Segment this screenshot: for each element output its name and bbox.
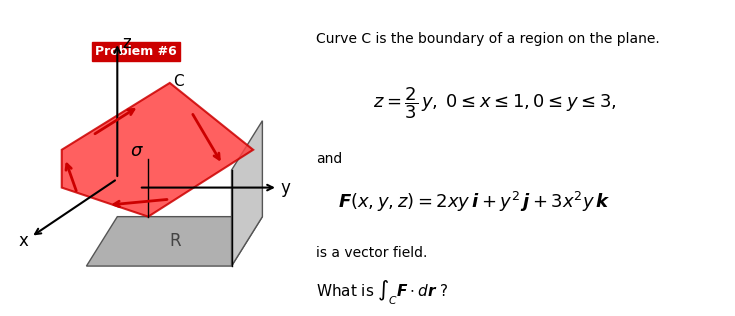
Text: x: x	[18, 232, 29, 250]
Text: Problem #6: Problem #6	[95, 45, 176, 58]
Text: y: y	[281, 179, 291, 198]
Text: $\sigma$: $\sigma$	[129, 142, 143, 160]
Text: Curve C is the boundary of a region on the plane.: Curve C is the boundary of a region on t…	[316, 32, 660, 46]
Text: is a vector field.: is a vector field.	[316, 246, 428, 260]
Polygon shape	[232, 121, 262, 266]
Text: $\boldsymbol{F}(x,y,z) = 2xy\,\boldsymbol{i} + y^2\,\boldsymbol{j} + 3x^2y\,\bol: $\boldsymbol{F}(x,y,z) = 2xy\,\boldsymbo…	[338, 190, 611, 214]
Polygon shape	[87, 217, 262, 266]
Text: R: R	[170, 232, 182, 250]
Polygon shape	[62, 83, 253, 217]
Text: What is $\int_C \boldsymbol{F} \cdot d\boldsymbol{r}$ ?: What is $\int_C \boldsymbol{F} \cdot d\b…	[316, 278, 448, 307]
Text: C: C	[173, 74, 184, 89]
Text: z: z	[122, 34, 131, 52]
Text: and: and	[316, 152, 343, 166]
Text: $z = \dfrac{2}{3}\, y,\; 0 \leq x \leq 1, 0 \leq y \leq 3,$: $z = \dfrac{2}{3}\, y,\; 0 \leq x \leq 1…	[373, 85, 617, 121]
